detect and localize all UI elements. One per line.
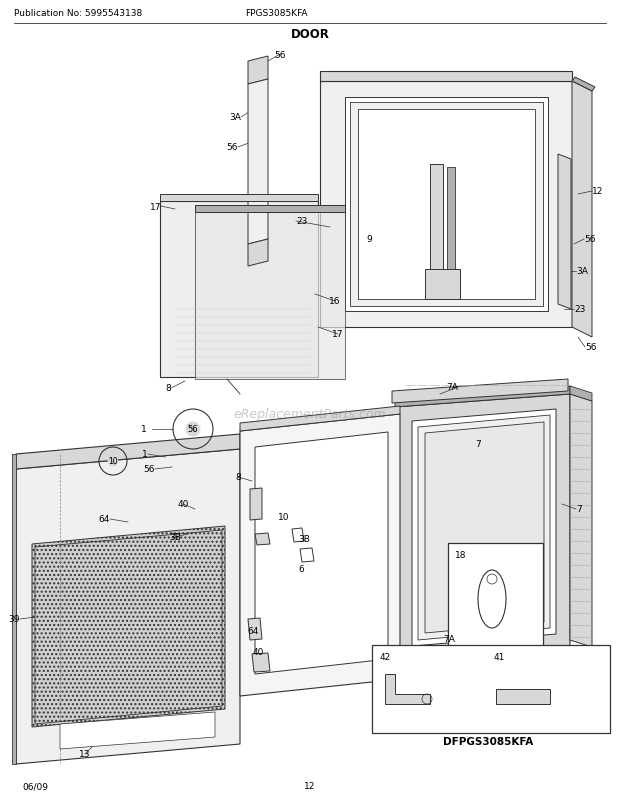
Text: 17: 17 [149, 202, 161, 211]
Polygon shape [350, 103, 543, 306]
Polygon shape [570, 387, 592, 402]
Polygon shape [395, 387, 570, 407]
Polygon shape [248, 80, 268, 245]
Polygon shape [570, 395, 592, 647]
Polygon shape [16, 449, 240, 764]
Text: 10: 10 [278, 512, 290, 522]
Text: 42: 42 [380, 653, 391, 662]
Text: 64: 64 [99, 515, 110, 524]
Polygon shape [248, 240, 268, 267]
Text: DFPGS3085KFA: DFPGS3085KFA [443, 736, 533, 746]
Polygon shape [240, 407, 400, 431]
Polygon shape [447, 168, 455, 277]
Ellipse shape [478, 570, 506, 628]
Text: 56: 56 [226, 144, 238, 152]
Polygon shape [250, 488, 262, 520]
Text: 3A: 3A [576, 267, 588, 276]
Text: 10: 10 [108, 457, 118, 466]
Polygon shape [32, 526, 225, 727]
Text: 6: 6 [298, 565, 304, 573]
Polygon shape [320, 82, 572, 327]
Polygon shape [558, 155, 571, 310]
Text: 56: 56 [585, 343, 596, 352]
Bar [372, 645, 610, 733]
Polygon shape [252, 653, 270, 672]
Text: 7: 7 [475, 440, 480, 449]
Text: 1: 1 [142, 450, 148, 459]
Text: 16: 16 [329, 297, 341, 306]
Polygon shape [240, 415, 400, 696]
Polygon shape [60, 712, 215, 749]
Text: 3A: 3A [229, 113, 241, 123]
Text: 7: 7 [576, 505, 582, 514]
Polygon shape [12, 455, 16, 764]
Text: 17: 17 [332, 330, 343, 339]
Polygon shape [425, 269, 460, 300]
Text: 06/09: 06/09 [22, 781, 48, 791]
Text: 56: 56 [143, 465, 155, 474]
Polygon shape [385, 674, 430, 704]
Text: 9: 9 [366, 235, 372, 244]
Text: eReplacementParts.com: eReplacementParts.com [234, 408, 386, 421]
Polygon shape [248, 57, 268, 85]
Text: Publication No: 5995543138: Publication No: 5995543138 [14, 10, 142, 18]
Text: 18: 18 [455, 551, 466, 560]
Text: 23: 23 [574, 305, 585, 314]
Text: 1: 1 [141, 425, 147, 434]
Polygon shape [255, 533, 270, 545]
Text: 12: 12 [592, 187, 603, 196]
Polygon shape [418, 415, 550, 640]
Polygon shape [195, 213, 345, 379]
Text: 56: 56 [274, 51, 286, 59]
Polygon shape [572, 82, 592, 338]
Polygon shape [496, 689, 550, 704]
Circle shape [108, 456, 118, 467]
Text: 56: 56 [188, 425, 198, 434]
Text: 7A: 7A [443, 634, 455, 644]
Polygon shape [255, 432, 388, 674]
Polygon shape [292, 529, 304, 542]
Text: 7A: 7A [446, 383, 458, 392]
Polygon shape [195, 206, 345, 213]
Polygon shape [320, 72, 572, 82]
Polygon shape [300, 549, 314, 562]
Polygon shape [412, 410, 556, 646]
Text: 41: 41 [494, 653, 505, 662]
Text: 13: 13 [79, 750, 91, 759]
Polygon shape [160, 202, 318, 378]
Text: 39: 39 [9, 615, 20, 624]
Polygon shape [425, 423, 544, 634]
Text: 8: 8 [235, 473, 241, 482]
Polygon shape [358, 110, 535, 300]
Polygon shape [248, 618, 262, 640]
Polygon shape [395, 395, 570, 662]
Polygon shape [16, 435, 240, 469]
Text: 64: 64 [247, 626, 259, 636]
Text: 23: 23 [296, 217, 308, 226]
Polygon shape [392, 379, 568, 403]
Text: 3B: 3B [169, 533, 181, 542]
Bar [448, 543, 543, 648]
Polygon shape [430, 164, 443, 280]
Text: 40: 40 [177, 500, 188, 508]
Polygon shape [345, 98, 548, 312]
Text: 8: 8 [166, 384, 171, 393]
Text: DOOR: DOOR [291, 28, 329, 42]
Circle shape [186, 423, 200, 436]
Text: 40: 40 [252, 648, 264, 657]
Text: 12: 12 [304, 781, 316, 791]
Text: 56: 56 [584, 235, 595, 244]
Polygon shape [160, 195, 318, 202]
Text: 3B: 3B [298, 535, 310, 544]
Text: FPGS3085KFA: FPGS3085KFA [245, 10, 308, 18]
Polygon shape [572, 78, 595, 92]
